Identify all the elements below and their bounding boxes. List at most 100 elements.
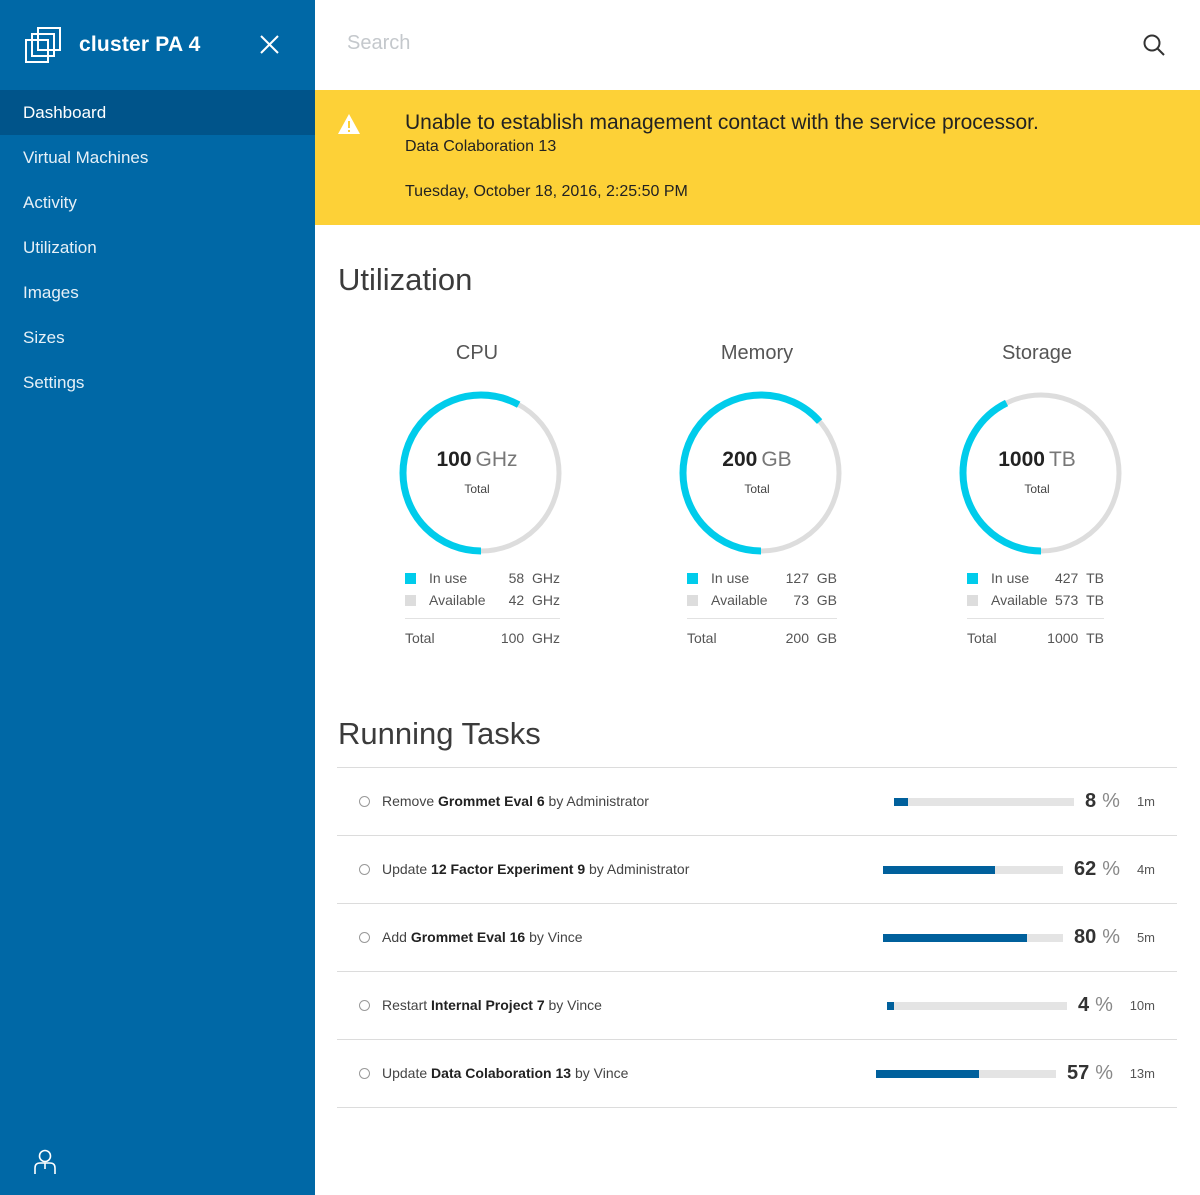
gauge-meter <box>679 391 843 555</box>
task-owner: by Vince <box>548 997 602 1013</box>
gauge-total-unit: GHz <box>475 448 518 471</box>
in-use-number: 127 <box>785 570 809 586</box>
sidebar-item-utilization[interactable]: Utilization <box>23 238 97 257</box>
task-elapsed: 1m <box>1136 794 1155 809</box>
gauge-total-number: 100 <box>436 448 472 471</box>
legend-in-use: In use 58 GHz <box>405 570 560 590</box>
gauge-meter <box>959 391 1123 555</box>
user-icon[interactable] <box>33 1149 57 1175</box>
available-unit: GB <box>816 592 837 608</box>
legend-in-use-value: 127 GB <box>786 570 837 586</box>
task-status-icon <box>359 1068 370 1079</box>
available-number: 573 <box>1054 592 1079 608</box>
legend-available-value: 73 GB <box>793 592 837 608</box>
available-swatch <box>967 595 978 606</box>
sidebar-item-virtual-machines[interactable]: Virtual Machines <box>23 148 149 167</box>
total-unit: GB <box>816 630 837 646</box>
legend-total: Total 1000 TB <box>967 618 1104 646</box>
search-bar <box>315 0 1200 90</box>
total-number: 100 <box>500 630 525 646</box>
gauge-label: CPU <box>455 342 499 364</box>
legend-available-value: 42 GHz <box>509 592 560 608</box>
gauge-total-unit: TB <box>1048 448 1076 471</box>
task-elapsed: 5m <box>1136 930 1155 945</box>
close-icon[interactable] <box>256 32 282 58</box>
warning-icon <box>338 114 360 134</box>
task-action: Update <box>382 861 428 877</box>
legend-available: Available 42 GHz <box>405 592 560 612</box>
gauge-total-unit: GB <box>761 448 792 471</box>
legend-available-label: Available <box>991 592 1048 608</box>
legend-available-value: 573 TB <box>1055 592 1104 608</box>
in-use-unit: TB <box>1086 570 1104 586</box>
task-action: Add <box>382 929 407 945</box>
task-percent-sign: % <box>1095 1062 1114 1084</box>
task-percent: 80% <box>1074 926 1120 949</box>
legend-total: Total 200 GB <box>687 618 837 646</box>
legend-total-label: Total <box>687 630 717 646</box>
alert-source: Data Colaboration 13 <box>405 138 557 155</box>
utilization-title: Utilization <box>338 262 473 297</box>
total-number: 200 <box>785 630 809 646</box>
task-percent: 4% <box>1078 994 1113 1017</box>
task-percent-sign: % <box>1095 994 1113 1016</box>
task-progress-fill <box>883 866 995 874</box>
legend-total: Total 100 GHz <box>405 618 560 646</box>
task-elapsed: 4m <box>1136 862 1155 877</box>
task-progress-bar <box>894 798 1074 806</box>
alert-timestamp: Tuesday, October 18, 2016, 2:25:50 PM <box>405 183 688 200</box>
in-use-unit: GHz <box>532 570 560 586</box>
task-row[interactable]: Update Data Colaboration 13 by Vince 57%… <box>337 1040 1177 1108</box>
in-use-number: 427 <box>1054 570 1079 586</box>
sidebar-item-sizes[interactable]: Sizes <box>23 328 65 347</box>
task-percent-sign: % <box>1102 858 1121 880</box>
task-target: Grommet Eval 16 <box>410 929 526 945</box>
gauge-in-use-arc <box>959 391 1123 555</box>
task-owner: by Vince <box>529 929 583 945</box>
gauge-cpu[interactable]: CPU 100 GHz Total In use 58 GHz Available… <box>357 340 597 660</box>
legend-available: Available 73 GB <box>687 592 837 612</box>
task-target: Data Colaboration 13 <box>431 1065 572 1081</box>
legend-available: Available 573 TB <box>967 592 1104 612</box>
gauge-total-value: 1000 TB <box>917 448 1157 472</box>
task-description: Add Grommet Eval 16 by Vince <box>382 929 583 945</box>
task-row[interactable]: Remove Grommet Eval 6 by Administrator 8… <box>337 768 1177 836</box>
search-icon[interactable] <box>1142 33 1166 57</box>
legend-total-value: 200 GB <box>786 630 837 646</box>
alert-banner[interactable]: Unable to establish management contact w… <box>315 90 1200 225</box>
gauge-memory[interactable]: Memory 200 GB Total In use 127 GB Availab… <box>637 340 877 660</box>
gauge-total-number: 200 <box>722 448 758 471</box>
legend-in-use-value: 58 GHz <box>509 570 560 586</box>
task-row[interactable]: Update 12 Factor Experiment 9 by Adminis… <box>337 836 1177 904</box>
in-use-swatch <box>405 573 416 584</box>
task-percent-value: 57 <box>1067 1062 1090 1084</box>
sidebar-header: cluster PA 4 <box>0 0 315 90</box>
task-elapsed: 13m <box>1129 1066 1155 1081</box>
task-percent-sign: % <box>1102 790 1120 812</box>
in-use-swatch <box>967 573 978 584</box>
sidebar: cluster PA 4 Dashboard Virtual Machines … <box>0 0 315 1195</box>
cluster-logo-icon <box>25 27 61 63</box>
task-row[interactable]: Restart Internal Project 7 by Vince 4% 1… <box>337 972 1177 1040</box>
total-unit: GHz <box>532 630 560 646</box>
task-description: Update Data Colaboration 13 by Vince <box>382 1065 628 1081</box>
sidebar-item-images[interactable]: Images <box>23 283 79 302</box>
sidebar-item-settings[interactable]: Settings <box>23 373 85 392</box>
task-target: Internal Project 7 <box>431 997 545 1013</box>
legend-in-use-label: In use <box>711 570 750 586</box>
search-input[interactable] <box>337 24 1117 62</box>
in-use-unit: GB <box>816 570 837 586</box>
gauge-storage[interactable]: Storage 1000 TB Total In use 427 TB Avail… <box>917 340 1157 660</box>
task-row[interactable]: Add Grommet Eval 16 by Vince 80% 5m <box>337 904 1177 972</box>
task-target: Grommet Eval 6 <box>438 793 545 809</box>
task-status-icon <box>359 796 370 807</box>
sidebar-item-activity[interactable]: Activity <box>23 193 77 212</box>
gauge-total-caption: Total <box>744 482 770 496</box>
gauge-total-caption: Total <box>464 482 490 496</box>
main-content: Unable to establish management contact w… <box>315 0 1200 1195</box>
task-progress-bar <box>883 934 1063 942</box>
legend-available-label: Available <box>429 592 486 608</box>
task-status-icon <box>359 932 370 943</box>
task-percent-value: 4 <box>1078 994 1090 1016</box>
sidebar-item-dashboard[interactable]: Dashboard <box>0 90 315 135</box>
